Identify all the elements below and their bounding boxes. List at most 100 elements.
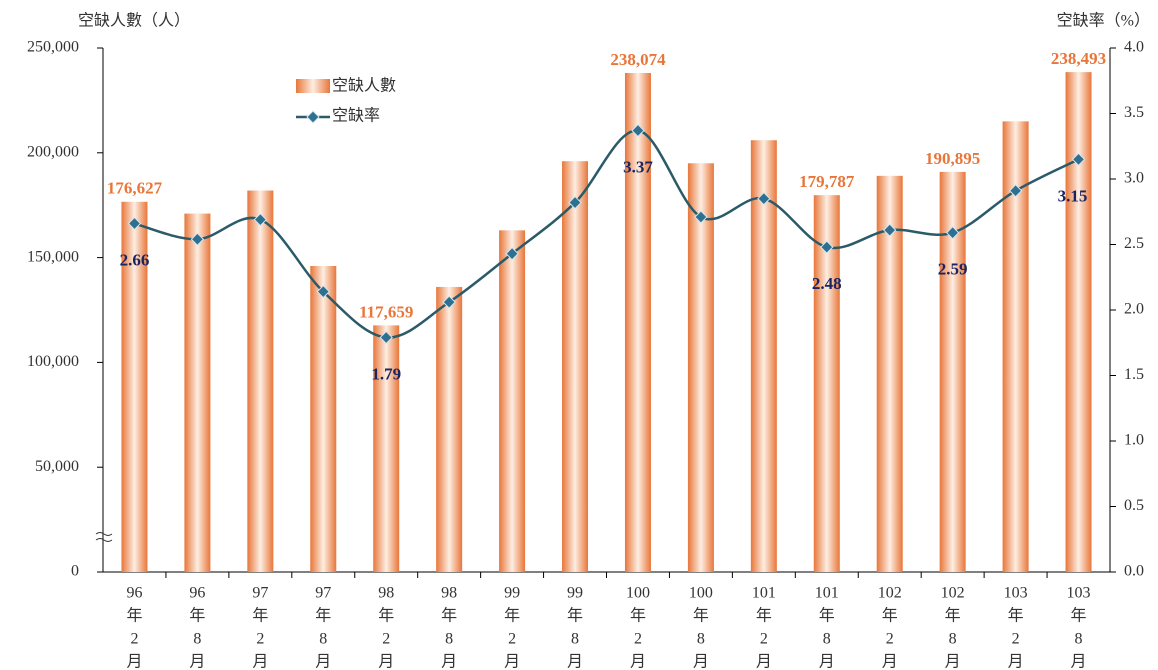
x-tick-label: 101 [815, 585, 839, 602]
x-tick-label: 98 [441, 585, 457, 602]
marker [631, 123, 645, 138]
x-tick-label: 100 [689, 585, 713, 602]
y-tick-label: 0 [71, 563, 79, 580]
x-tick-label: 2 [1012, 631, 1020, 648]
marker [1008, 184, 1023, 198]
line-value-label: 3.37 [623, 157, 653, 176]
marker [253, 212, 268, 227]
x-tick-label: 月 [126, 654, 142, 670]
marker [694, 210, 708, 224]
x-tick-label: 月 [378, 654, 394, 670]
y2-tick-label: 0.0 [1124, 563, 1144, 580]
y-tick-label: 200,000 [27, 143, 79, 160]
bar [184, 213, 211, 573]
bar [436, 286, 463, 572]
marker [568, 195, 582, 210]
x-tick-label: 年 [693, 607, 709, 625]
line-value-label: 2.66 [120, 250, 150, 269]
x-tick-label: 月 [504, 654, 520, 670]
x-tick-label: 年 [126, 607, 142, 625]
x-tick-label: 101 [752, 585, 776, 602]
x-tick-label: 103 [1067, 585, 1091, 602]
legend-swatch [296, 79, 330, 93]
line-value-label: 2.48 [812, 274, 842, 293]
x-tick-label: 8 [823, 631, 831, 648]
y2-tick-label: 3.5 [1124, 104, 1144, 121]
x-tick-label: 102 [878, 585, 902, 602]
x-tick-label: 年 [567, 607, 583, 625]
x-tick-label: 年 [630, 607, 646, 625]
y2-tick-label: 1.0 [1124, 432, 1144, 449]
marker [757, 191, 771, 206]
bar-value-label: 176,627 [107, 179, 163, 198]
bar [1065, 72, 1092, 572]
x-tick-label: 年 [756, 607, 772, 625]
y2-tick-label: 2.0 [1124, 301, 1144, 318]
x-tick-label: 年 [378, 607, 394, 625]
marker [442, 295, 456, 309]
legend-marker [306, 110, 320, 124]
y2-tick-label: 3.0 [1124, 170, 1144, 187]
x-tick-label: 97 [252, 585, 268, 602]
x-tick-label: 月 [882, 654, 898, 670]
axis-break [95, 532, 113, 542]
marker [127, 216, 142, 231]
bar [624, 72, 651, 573]
bar [813, 195, 840, 572]
x-tick-label: 月 [252, 654, 268, 670]
marker [379, 330, 393, 345]
marker [316, 284, 330, 299]
bar [876, 175, 903, 572]
x-tick-label: 年 [441, 607, 457, 625]
x-tick-label: 8 [697, 631, 705, 648]
bar-value-label: 190,895 [925, 149, 980, 168]
x-tick-label: 2 [256, 631, 264, 648]
x-tick-label: 年 [1008, 607, 1024, 625]
line [134, 129, 1080, 339]
x-tick-label: 年 [315, 607, 331, 625]
x-tick-label: 月 [1008, 654, 1024, 670]
x-tick-label: 8 [1075, 631, 1083, 648]
x-tick-label: 99 [567, 585, 583, 602]
line-value-label: 3.15 [1058, 186, 1088, 205]
x-tick-label: 年 [882, 607, 898, 625]
x-tick-label: 102 [941, 585, 965, 602]
x-tick-label: 98 [378, 585, 394, 602]
bar-value-label: 117,659 [359, 302, 413, 321]
x-tick-label: 月 [945, 654, 961, 670]
marker [883, 223, 897, 237]
x-tick-label: 月 [630, 654, 646, 670]
bar [247, 190, 274, 572]
y-axis-title: 空缺人數（人） [78, 12, 190, 30]
legend-label: 空缺人數 [332, 77, 396, 95]
x-tick-label: 年 [945, 607, 961, 625]
y-tick-label: 50,000 [35, 458, 79, 475]
marker [505, 246, 519, 261]
bar [310, 265, 337, 572]
x-tick-label: 103 [1004, 585, 1028, 602]
marker [945, 226, 960, 240]
y2-tick-label: 1.5 [1124, 366, 1144, 383]
x-tick-label: 月 [315, 654, 331, 670]
x-tick-label: 年 [189, 607, 205, 625]
x-tick-label: 2 [634, 631, 642, 648]
x-tick-label: 月 [1071, 654, 1087, 670]
y2-tick-label: 4.0 [1124, 39, 1144, 56]
bar [687, 163, 714, 572]
x-tick-label: 年 [252, 607, 268, 625]
bar [562, 161, 589, 572]
x-tick-label: 96 [189, 585, 205, 602]
x-tick-label: 8 [571, 631, 579, 648]
x-tick-label: 2 [382, 631, 390, 648]
bar [750, 140, 777, 572]
y-tick-label: 100,000 [27, 353, 79, 370]
bar-value-label: 238,493 [1051, 49, 1106, 68]
bar-value-label: 238,074 [610, 50, 666, 69]
bar [373, 325, 400, 572]
bar [499, 230, 526, 573]
y2-axis-title: 空缺率（%） [1057, 12, 1150, 30]
x-tick-label: 月 [441, 654, 457, 670]
y-tick-label: 250,000 [27, 39, 79, 56]
x-tick-label: 2 [508, 631, 516, 648]
y2-tick-label: 2.5 [1124, 235, 1144, 252]
